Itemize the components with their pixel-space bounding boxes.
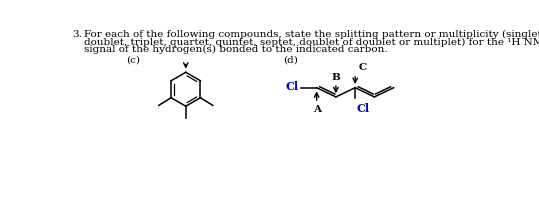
Text: B: B <box>331 73 340 81</box>
Text: A: A <box>313 105 321 114</box>
Text: For each of the following compounds, state the splitting pattern or multiplicity: For each of the following compounds, sta… <box>84 30 539 39</box>
Text: Cl: Cl <box>357 103 370 114</box>
Text: signal of the hydrogen(s) bonded to the indicated carbon.: signal of the hydrogen(s) bonded to the … <box>84 45 388 54</box>
Text: doublet, triplet, quartet, quintet, septet, doublet of doublet or multiplet) for: doublet, triplet, quartet, quintet, sept… <box>84 38 539 47</box>
Text: (d): (d) <box>283 55 298 64</box>
Text: (c): (c) <box>127 55 141 64</box>
Text: Cl: Cl <box>286 81 299 92</box>
Text: C: C <box>359 63 367 72</box>
Text: 3.: 3. <box>73 30 82 39</box>
